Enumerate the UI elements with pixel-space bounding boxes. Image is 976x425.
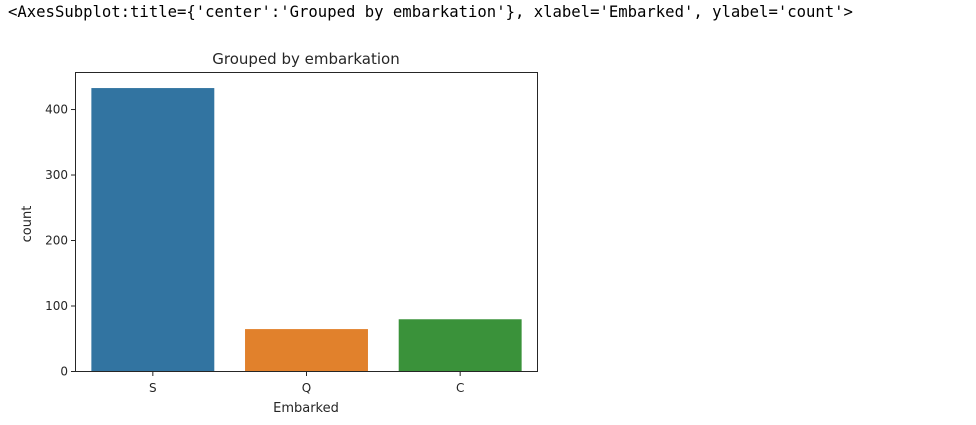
y-axis-label: count [20,206,35,243]
cell-output-repr: <AxesSubplot:title={'center':'Grouped by… [8,3,853,21]
y-tick-label: 400 [45,103,68,117]
y-axis-ticks: 0 100 200 300 400 [45,103,76,379]
bar-S [91,88,215,372]
plot-frame [75,72,538,372]
y-tick-label: 200 [45,234,68,248]
y-tick-label: 0 [60,365,68,379]
x-tick-label: S [149,381,157,395]
y-tick-label: 100 [45,299,68,313]
bars-group [91,88,522,372]
x-axis-label: Embarked [273,401,339,416]
bar-C [398,319,522,371]
chart-title: Grouped by embarkation [212,50,399,68]
x-tick-label: Q [302,381,311,395]
y-tick-label: 300 [45,168,68,182]
bar-Q [245,329,368,371]
x-tick-label: C [456,381,464,395]
